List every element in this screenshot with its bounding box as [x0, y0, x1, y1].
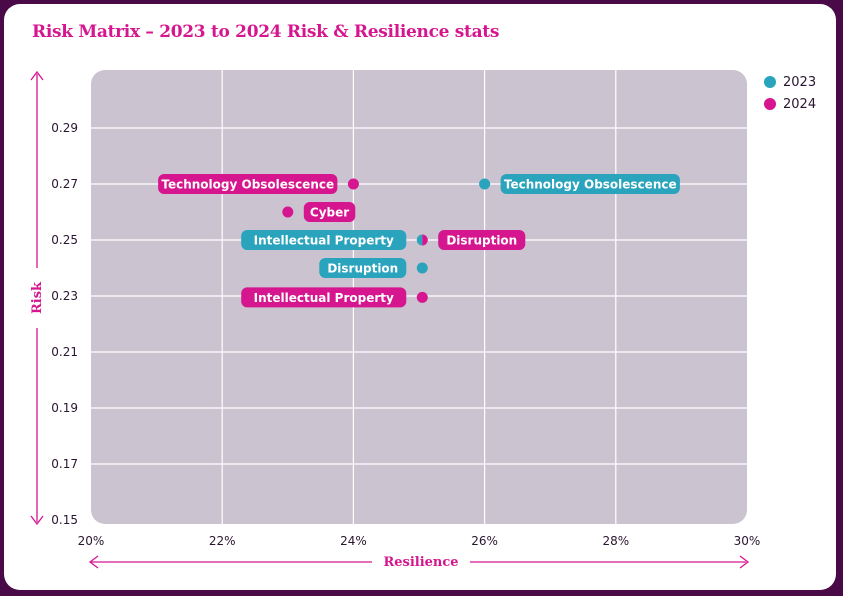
data-label: Disruption	[327, 262, 398, 276]
data-point	[416, 291, 428, 303]
data-label: Intellectual Property	[254, 234, 394, 248]
x-tick-label: 26%	[471, 534, 498, 548]
data-label: Technology Obsolescence	[504, 178, 677, 192]
x-tick-label: 30%	[734, 534, 761, 548]
data-label-pill	[241, 230, 407, 250]
legend: 2023 2024	[764, 71, 816, 115]
y-tick-label: 0.19	[51, 401, 78, 415]
legend-label-2023: 2023	[783, 74, 817, 90]
y-tick-label: 0.27	[51, 177, 78, 191]
data-point	[422, 234, 428, 246]
legend-item-2023: 2023	[764, 71, 816, 93]
chart-title: Risk Matrix – 2023 to 2024 Risk & Resili…	[32, 22, 500, 42]
data-label-pill	[319, 258, 407, 278]
y-tick-label: 0.25	[51, 233, 78, 247]
data-point	[479, 178, 491, 190]
y-tick-label: 0.17	[51, 457, 78, 471]
data-label-pill	[303, 202, 356, 222]
y-axis-arrowhead-down	[30, 515, 44, 526]
data-label-pill	[158, 174, 338, 194]
data-label: Intellectual Property	[254, 291, 394, 305]
x-tick-label: 24%	[340, 534, 367, 548]
x-tick-label: 20%	[78, 534, 105, 548]
data-label-pill	[241, 287, 407, 308]
x-axis-label: Resilience	[383, 555, 458, 570]
data-point	[347, 178, 359, 190]
legend-item-2024: 2024	[764, 93, 816, 115]
data-label-pill	[500, 174, 680, 194]
x-tick-label: 28%	[602, 534, 629, 548]
legend-swatch-2024	[764, 98, 776, 110]
legend-label-2024: 2024	[783, 96, 817, 112]
data-point	[416, 234, 423, 246]
data-label: Technology Obsolescence	[161, 178, 334, 192]
data-label: Disruption	[446, 234, 517, 248]
data-label: Cyber	[310, 206, 349, 220]
x-axis-arrowhead-left	[88, 555, 99, 569]
y-tick-label: 0.29	[51, 121, 78, 135]
y-axis-label: Risk	[30, 281, 45, 314]
y-tick-label: 0.21	[51, 345, 78, 359]
y-tick-label: 0.23	[51, 289, 78, 303]
x-axis-arrowhead-right	[739, 555, 750, 569]
data-point	[416, 262, 428, 274]
x-tick-label: 22%	[209, 534, 236, 548]
y-axis-arrowhead-up	[30, 70, 44, 81]
data-label-pill	[438, 230, 526, 250]
y-tick-label: 0.15	[51, 513, 78, 527]
data-point	[282, 206, 294, 218]
legend-swatch-2023	[764, 76, 776, 88]
